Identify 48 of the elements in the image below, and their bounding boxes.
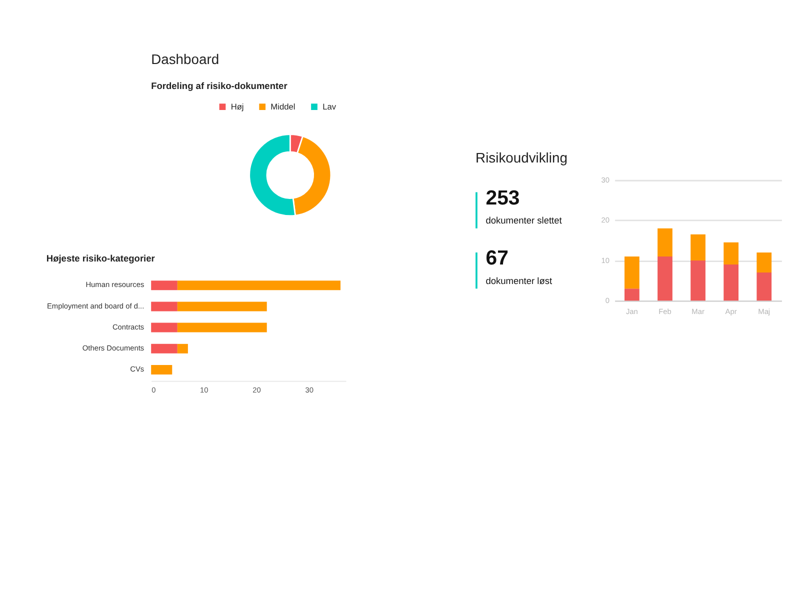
x-tick-label: Apr [725,307,738,316]
category-label: dokumenter løst [486,276,552,286]
y-tick-label: 20 [601,216,610,225]
bar [756,272,772,301]
bar [724,264,739,301]
x-tick-label: 30 [305,385,314,394]
x-tick-label: Jan [626,307,638,316]
y-tick-label: 30 [601,175,610,184]
y-tick-label: CVs [130,364,144,374]
bar [724,242,739,265]
bar [177,280,341,290]
category-label: dokumenter slettet [486,216,562,226]
x-tick-label: Mar [692,307,705,316]
chart-title: Højeste risiko-kategorier [46,253,156,264]
bar [658,256,672,301]
legend-label: Høj [230,102,244,112]
y-tick-label: Others Documents [82,344,144,353]
chart-subtitle: Fordeling af risiko-dokumenter [151,80,288,91]
y-tick-label: Contracts [112,322,144,332]
y-tick-label: Human resources [86,280,144,290]
x-tick-label: Maj [758,307,770,316]
legend-label: Middel [270,102,296,112]
bar [690,234,706,261]
chart-title: Risikoudvikling [476,150,568,166]
data-label: 67 [486,248,508,270]
bar [151,302,178,312]
bar [624,256,640,289]
y-tick-label: Employment and board of d... [46,301,144,310]
x-tick-label: Feb [658,307,672,316]
x-tick-label: 20 [252,385,261,394]
bar [624,288,640,301]
bar [151,344,178,354]
bar [756,252,772,273]
bar [177,322,267,332]
chart-title: Dashboard [151,50,220,67]
bar [151,322,178,332]
bar [151,280,178,290]
bar [658,228,672,256]
x-tick-label: 10 [200,385,208,394]
bar [177,344,188,354]
data-label: 253 [486,187,520,210]
y-tick-label: 10 [601,256,610,265]
legend-label: Lav [322,102,337,112]
bar [177,302,267,312]
y-tick-label: 0 [605,296,610,305]
bar [151,365,172,375]
x-tick-label: 0 [152,385,156,394]
bar [690,260,706,301]
